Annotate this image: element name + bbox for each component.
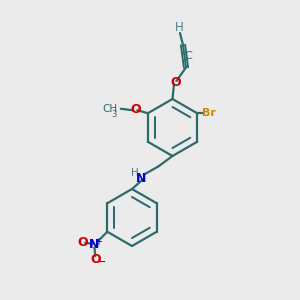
Text: O: O [90,253,101,266]
Text: N: N [89,238,99,251]
Text: H: H [131,168,139,178]
Text: CH: CH [103,104,118,114]
Text: Br: Br [202,108,216,118]
Text: 3: 3 [112,110,117,118]
Text: O: O [77,236,88,249]
Text: O: O [130,103,140,116]
Text: C: C [184,51,192,61]
Text: N: N [135,172,146,185]
Text: −: − [95,256,106,269]
Text: H: H [174,21,183,34]
Text: O: O [170,76,181,89]
Text: +: + [94,237,102,247]
